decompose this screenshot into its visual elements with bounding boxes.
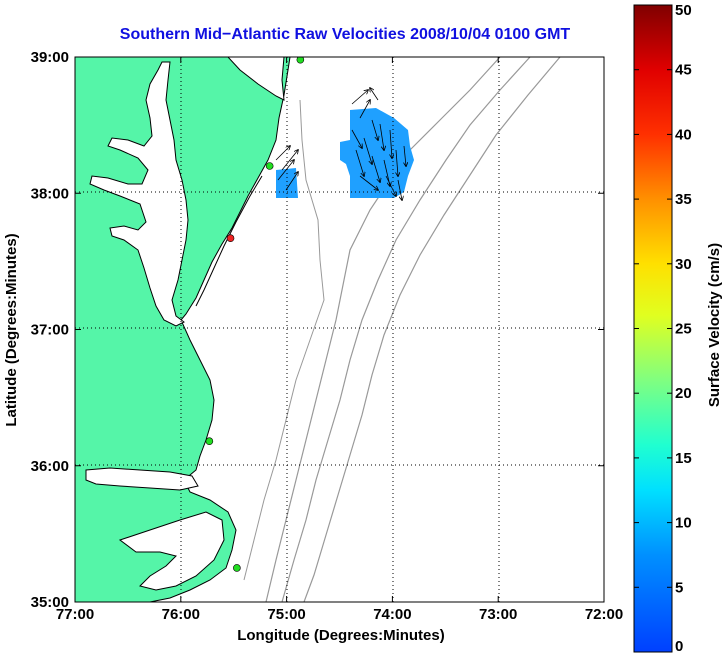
colorbar-label: Surface Velocity (cm/s) bbox=[706, 243, 723, 407]
colorbar-tick-label: 45 bbox=[675, 62, 692, 79]
velocity-vectors bbox=[275, 88, 406, 200]
radar-site-marker bbox=[205, 437, 214, 446]
y-tick-label: 38:00 bbox=[31, 185, 69, 202]
x-axis-label: Longitude (Degrees:Minutes) bbox=[237, 627, 445, 644]
radar-site-marker bbox=[296, 57, 305, 64]
y-tick-label: 37:00 bbox=[31, 322, 69, 339]
x-axis-ticks: 77:00 76:00 75:00 74:00 73:00 72:00 bbox=[56, 57, 623, 623]
isobath-slope-2 bbox=[303, 57, 561, 602]
y-tick-label: 35:00 bbox=[31, 594, 69, 611]
colorbar-tick-label: 0 bbox=[675, 638, 683, 655]
grid-lines bbox=[75, 57, 604, 602]
colorbar-tick-label: 35 bbox=[675, 191, 692, 208]
colorbar-tick-label: 50 bbox=[675, 2, 692, 19]
chesapeake-bay bbox=[89, 61, 189, 327]
chart-title: Southern Mid−Atlantic Raw Velocities 200… bbox=[120, 26, 571, 43]
isobath-inner bbox=[243, 99, 325, 581]
y-axis-ticks: 39:00 38:00 37:00 36:00 35:00 bbox=[31, 49, 604, 611]
y-tick-label: 36:00 bbox=[31, 458, 69, 475]
colorbar-tick-label: 40 bbox=[675, 126, 692, 143]
colorbar bbox=[633, 4, 673, 653]
colorbar-tick-label: 25 bbox=[675, 321, 692, 338]
x-tick-label: 74:00 bbox=[373, 606, 411, 623]
x-tick-label: 72:00 bbox=[585, 606, 623, 623]
radar-site-marker bbox=[265, 162, 274, 170]
isobath-slope-1 bbox=[281, 57, 531, 602]
radar-site-marker bbox=[226, 234, 235, 243]
radar-sites bbox=[205, 57, 305, 572]
x-tick-label: 77:00 bbox=[56, 606, 94, 623]
colorbar-tick-label: 5 bbox=[675, 579, 683, 596]
colorbar-tick-label: 15 bbox=[675, 450, 692, 467]
isobath-shelf bbox=[265, 57, 501, 602]
x-tick-label: 76:00 bbox=[162, 606, 200, 623]
barrier-islands bbox=[195, 175, 263, 307]
colorbar-tick-label: 20 bbox=[675, 385, 692, 402]
map-plot-area bbox=[75, 57, 604, 602]
delaware-bay bbox=[227, 57, 285, 101]
pamlico-sound bbox=[118, 511, 225, 591]
radar-site-marker bbox=[233, 564, 241, 572]
x-tick-label: 73:00 bbox=[479, 606, 517, 623]
colorbar-tick-label: 30 bbox=[675, 256, 692, 273]
colorbar-tick-label: 10 bbox=[675, 515, 692, 532]
albemarle-sound bbox=[85, 467, 199, 491]
y-tick-label: 39:00 bbox=[31, 49, 69, 66]
y-axis-label: Latitude (Degrees:Minutes) bbox=[3, 233, 20, 426]
x-tick-label: 75:00 bbox=[267, 606, 305, 623]
